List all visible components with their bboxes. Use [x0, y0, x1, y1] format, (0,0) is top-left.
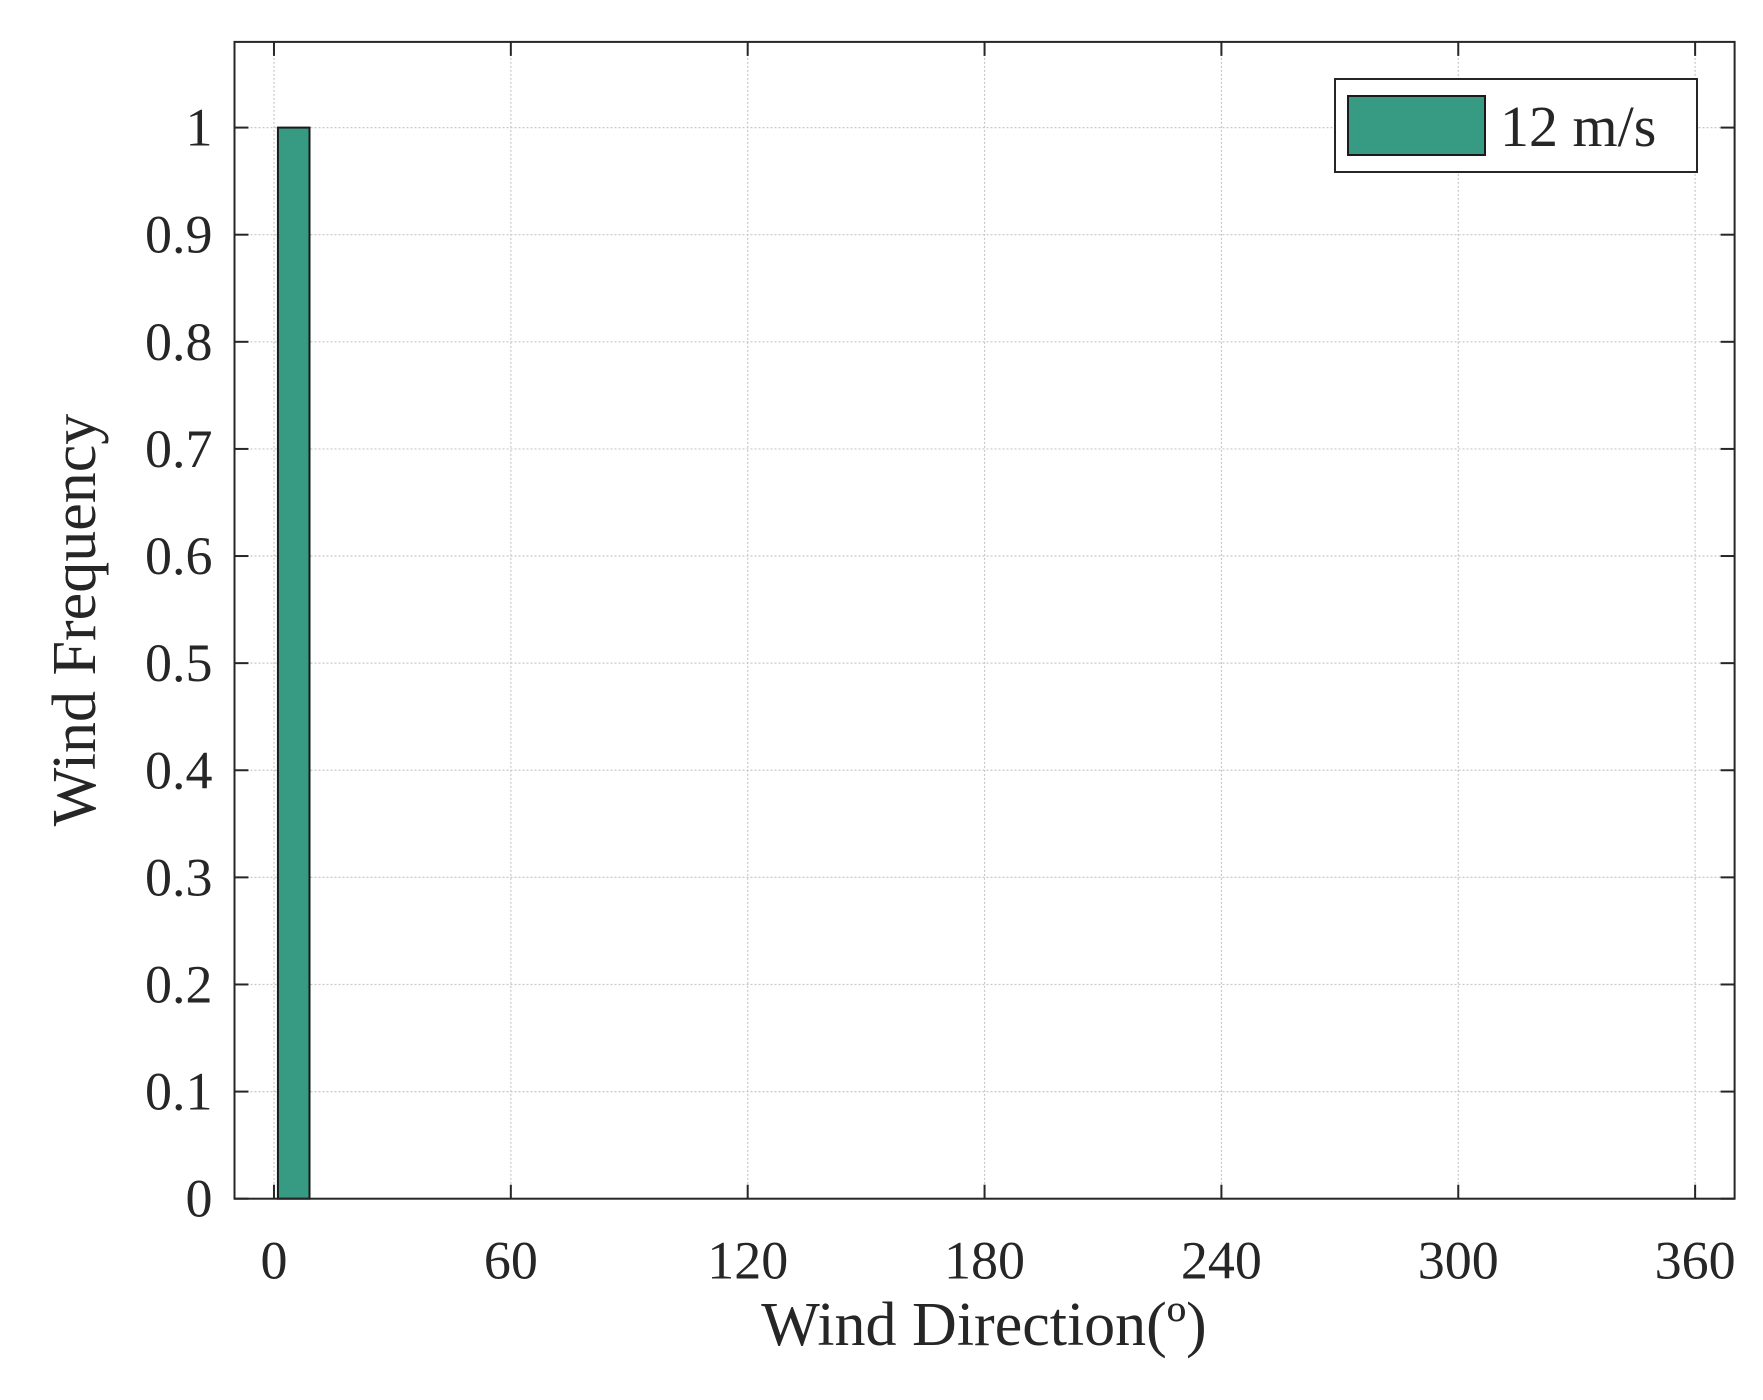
x-tick-label: 120 [707, 1231, 788, 1291]
y-tick-label: 1 [186, 98, 213, 158]
y-tick-label: 0.2 [145, 954, 213, 1014]
y-tick-label: 0.9 [145, 205, 213, 265]
y-tick-label: 0.7 [145, 419, 213, 479]
y-axis-label: Wind Frequency [41, 414, 109, 826]
y-tick-label: 0.1 [145, 1062, 213, 1122]
x-tick-label: 60 [484, 1231, 538, 1291]
y-tick-label: 0.8 [145, 312, 213, 372]
y-tick-label: 0.6 [145, 526, 213, 586]
x-tick-label: 180 [944, 1231, 1025, 1291]
x-tick-label: 360 [1655, 1231, 1736, 1291]
x-tick-label: 300 [1418, 1231, 1499, 1291]
x-tick-label: 0 [260, 1231, 287, 1291]
legend-label: 12 m/s [1500, 94, 1656, 159]
y-tick-label: 0 [186, 1169, 213, 1229]
x-tick-label: 240 [1181, 1231, 1262, 1291]
plot-frame [233, 40, 1736, 1200]
legend-swatch [1347, 95, 1486, 156]
y-tick-label: 0.5 [145, 633, 213, 693]
y-tick-label: 0.3 [145, 847, 213, 907]
y-tick-label: 0.4 [145, 740, 213, 800]
x-axis-label: Wind Direction(º) [761, 1291, 1206, 1359]
bar [276, 126, 311, 1200]
